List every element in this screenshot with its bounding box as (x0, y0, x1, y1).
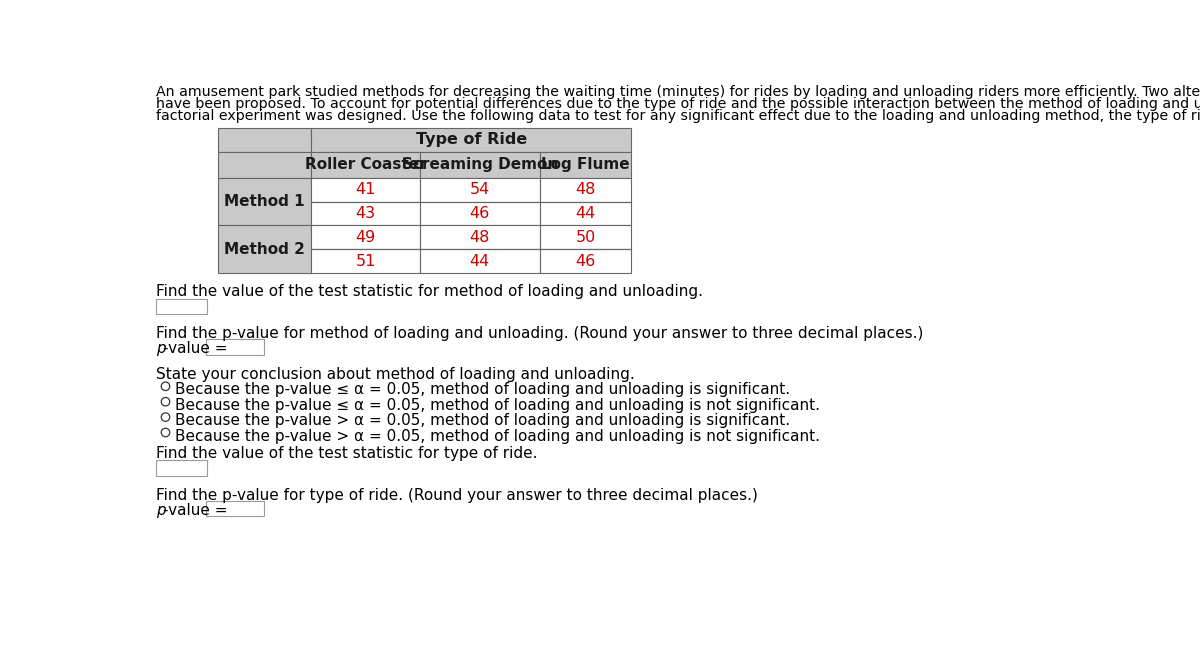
Text: Find the p-value for type of ride. (Round your answer to three decimal places.): Find the p-value for type of ride. (Roun… (156, 488, 758, 503)
Text: Because the p-value > α = 0.05, method of loading and unloading is not significa: Because the p-value > α = 0.05, method o… (175, 428, 820, 444)
Text: 48: 48 (469, 230, 490, 244)
Bar (218, 152, 311, 178)
Bar (218, 128, 311, 152)
Bar (311, 202, 420, 225)
Bar (311, 178, 420, 202)
Text: Find the value of the test statistic for type of ride.: Find the value of the test statistic for… (156, 445, 538, 461)
Bar (420, 202, 540, 225)
Text: Find the p-value for method of loading and unloading. (Round your answer to thre: Find the p-value for method of loading a… (156, 326, 924, 341)
Text: An amusement park studied methods for decreasing the waiting time (minutes) for : An amusement park studied methods for de… (156, 85, 1200, 100)
Text: Because the p-value > α = 0.05, method of loading and unloading is significant.: Because the p-value > α = 0.05, method o… (175, 413, 790, 428)
Bar (311, 249, 420, 273)
Text: 44: 44 (576, 206, 595, 221)
Text: 41: 41 (355, 182, 376, 197)
Text: 48: 48 (575, 182, 595, 197)
Bar (311, 225, 420, 249)
Text: Screaming Demon: Screaming Demon (402, 158, 558, 173)
Text: -value =: -value = (163, 341, 233, 356)
Bar (156, 460, 206, 476)
Bar (311, 128, 631, 152)
Text: 44: 44 (469, 254, 490, 269)
Bar (540, 202, 631, 225)
Text: Type of Ride: Type of Ride (415, 132, 527, 148)
Text: Because the p-value ≤ α = 0.05, method of loading and unloading is not significa: Because the p-value ≤ α = 0.05, method o… (175, 398, 820, 413)
Text: Roller Coaster: Roller Coaster (305, 158, 426, 173)
Bar (420, 249, 540, 273)
Text: Method 2: Method 2 (224, 242, 305, 257)
Text: 46: 46 (469, 206, 490, 221)
Text: p: p (156, 503, 166, 517)
Bar (540, 152, 631, 178)
Bar (218, 178, 311, 225)
Text: 43: 43 (355, 206, 376, 221)
Bar (156, 299, 206, 314)
Text: factorial experiment was designed. Use the following data to test for any signif: factorial experiment was designed. Use t… (156, 109, 1200, 123)
Bar (218, 225, 311, 273)
Bar (311, 152, 420, 178)
Bar (206, 501, 264, 517)
Text: 50: 50 (576, 230, 595, 244)
Text: 51: 51 (355, 254, 376, 269)
Bar (420, 225, 540, 249)
Text: Because the p-value ≤ α = 0.05, method of loading and unloading is significant.: Because the p-value ≤ α = 0.05, method o… (175, 382, 790, 397)
Text: Method 1: Method 1 (224, 194, 305, 209)
Text: 49: 49 (355, 230, 376, 244)
Text: Find the value of the test statistic for method of loading and unloading.: Find the value of the test statistic for… (156, 284, 703, 299)
Bar (540, 225, 631, 249)
Bar (540, 249, 631, 273)
Text: Log Flume: Log Flume (541, 158, 630, 173)
Bar (540, 178, 631, 202)
Text: p: p (156, 341, 166, 356)
Text: -value =: -value = (163, 503, 233, 517)
Text: State your conclusion about method of loading and unloading.: State your conclusion about method of lo… (156, 367, 635, 382)
Bar (420, 178, 540, 202)
Bar (420, 152, 540, 178)
Bar (206, 339, 264, 355)
Text: have been proposed. To account for potential differences due to the type of ride: have been proposed. To account for poten… (156, 97, 1200, 111)
Text: 54: 54 (469, 182, 490, 197)
Text: 46: 46 (576, 254, 595, 269)
